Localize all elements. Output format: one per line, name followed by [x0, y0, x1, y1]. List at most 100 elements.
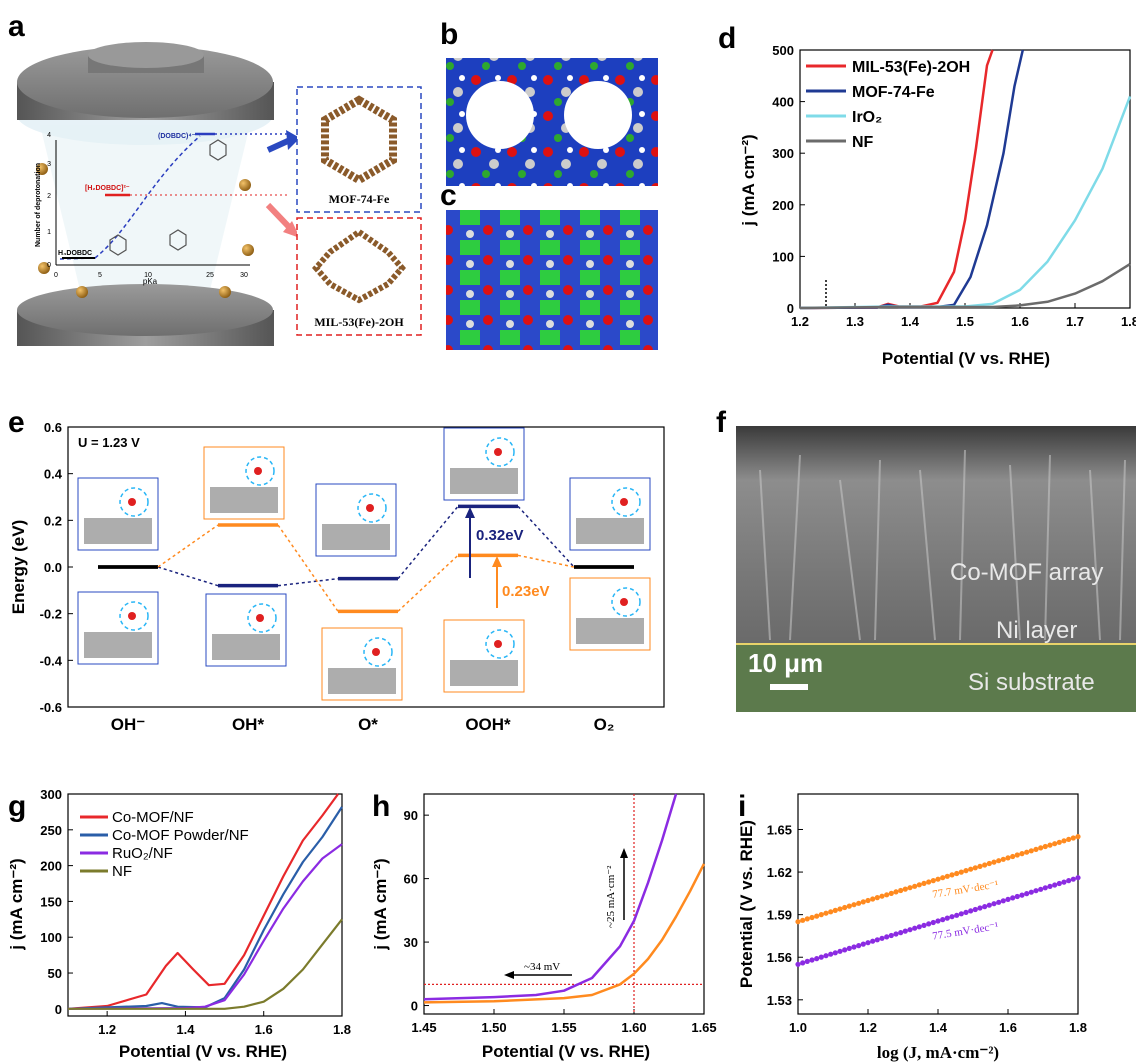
chart-i-point	[1019, 892, 1025, 898]
intermediate-surface	[328, 668, 396, 694]
arrow-to-mil53	[265, 202, 293, 231]
chart-i-xtick-label: 1.6	[999, 1020, 1017, 1035]
mof74-ring	[321, 95, 397, 185]
chart-g-series-line	[67, 806, 343, 1010]
chart-h-ytick-label: 0	[411, 999, 418, 1014]
chart-e-gap-orange-label: 0.23eV	[502, 583, 550, 600]
chart-e-ytick-label: 0.2	[44, 513, 62, 528]
mini-ylabel: Number of deprotonation	[35, 163, 42, 247]
chart-d-xtick-label: 1.8	[1121, 314, 1136, 329]
precursor-ball	[36, 163, 48, 175]
chart-i-point	[996, 858, 1002, 864]
chart-h-ytick-label: 30	[404, 935, 418, 950]
chart-i-point	[1024, 849, 1030, 855]
chart-i-slope-label: 77.7 mV·dec⁻¹	[932, 879, 1000, 901]
sem-mof-array	[736, 426, 1136, 644]
chart-i-point	[795, 919, 801, 925]
chart-i-point	[982, 862, 988, 868]
chart-g-frame	[67, 793, 343, 1017]
chart-i-point	[837, 948, 843, 954]
chart-h-annotations: ~25 mA·cm⁻² ~34 mV	[504, 848, 628, 979]
chart-i-point	[972, 865, 978, 871]
intermediate-surface	[84, 518, 152, 544]
panel-label-f: f	[716, 406, 727, 439]
chart-i-point	[930, 919, 936, 926]
panel-label-b: b	[440, 18, 458, 51]
chart-i-point	[1056, 839, 1062, 845]
chart-i-point	[1014, 852, 1020, 858]
chart-i-point	[1024, 891, 1030, 897]
chart-g-xtick-label: 1.4	[176, 1022, 195, 1037]
precursor-ball	[219, 286, 231, 298]
chart-i-point	[1075, 834, 1081, 840]
chart-i-point	[1061, 838, 1067, 844]
chart-i-point	[1010, 895, 1016, 901]
chart-i-point	[930, 878, 936, 884]
chart-i-point	[916, 924, 922, 930]
chart-d-ytick-label: 200	[772, 198, 794, 213]
chart-i-point	[1042, 843, 1048, 850]
chart-i-point	[1038, 886, 1044, 892]
oxygen-atom	[128, 498, 136, 506]
chart-d-series-line	[799, 95, 1132, 310]
chart-i-point	[856, 900, 862, 906]
intermediate-surface	[450, 468, 518, 494]
adsorbate-highlight-circle	[357, 493, 387, 523]
chart-d-ytick-label: 300	[772, 146, 794, 161]
top-disc	[17, 46, 273, 118]
chart-i-point	[870, 896, 876, 902]
chart-i-point	[977, 863, 983, 870]
oxygen-atom	[256, 614, 264, 622]
chart-i-xtick-label: 1.4	[929, 1020, 948, 1035]
chart-i-point	[809, 957, 815, 963]
chart-e-ytick-label: 0.0	[44, 560, 62, 575]
chart-i-point	[944, 873, 950, 879]
panel-label-c: c	[440, 179, 457, 212]
chart-i-ylabel: Potential (V vs. RHE)	[737, 820, 756, 988]
chart-i-point	[902, 928, 908, 934]
sem-si-substrate	[736, 644, 1136, 712]
chart-i-point	[1070, 876, 1076, 882]
chart-i-point	[1066, 878, 1072, 884]
chart-e-connector	[397, 554, 459, 612]
chart-i-point	[1042, 885, 1048, 891]
chart-i-point	[814, 913, 820, 919]
arrow-to-mof74	[266, 137, 292, 153]
chart-d-xtick-label: 1.7	[1066, 314, 1084, 329]
intermediate-surface	[210, 487, 278, 513]
mini-xtick: 25	[206, 272, 214, 279]
oxygen-atom	[620, 498, 628, 506]
chart-i-point	[888, 890, 894, 897]
chart-i-point	[842, 904, 848, 911]
sem-nanowires	[759, 449, 1126, 641]
chart-i-point	[1075, 875, 1081, 881]
panel-f-sem: Co-MOF array Ni layer Si substrate 10 μm	[736, 426, 1136, 712]
chart-i-point	[856, 943, 862, 949]
chart-g-ytick-label: 300	[40, 787, 62, 802]
panel-label-e: e	[8, 406, 25, 439]
chart-i-point	[1056, 880, 1062, 887]
chart-e-connector	[157, 566, 219, 587]
chart-e: Energy (eV) U = 1.23 V 0.6 0.4 0.2 0.0 -0.2 -…	[9, 420, 665, 734]
panel-a-schematic: Number of deprotonation pKa 0 5 10 25 30…	[17, 42, 300, 346]
chart-i-point	[916, 882, 922, 888]
sem-label-array: Co-MOF array	[950, 559, 1103, 586]
chart-d-ytick-label: 500	[772, 43, 794, 58]
chart-i-point	[837, 906, 843, 912]
bottom-disc	[17, 284, 273, 336]
pore	[564, 81, 632, 149]
adsorbate-highlight-circle	[363, 637, 393, 667]
chart-i-point	[1070, 835, 1076, 841]
chart-i-point	[1047, 842, 1053, 848]
chart-g-ytick-label: 100	[40, 930, 62, 945]
oxygen-atom	[366, 504, 374, 512]
chart-e-category-label: OH*	[232, 715, 265, 734]
chart-i-point	[1052, 841, 1058, 847]
chart-h-ylabel: j (mA cm⁻²)	[371, 858, 390, 950]
chart-g-series-line	[68, 918, 343, 1010]
chart-i-point	[954, 870, 960, 877]
chart-i: log (J, mA·cm⁻²) Potential (V vs. RHE) 1…	[737, 793, 1087, 1062]
oxygen-atom	[620, 598, 628, 606]
chart-g-xtick-label: 1.6	[255, 1022, 273, 1037]
